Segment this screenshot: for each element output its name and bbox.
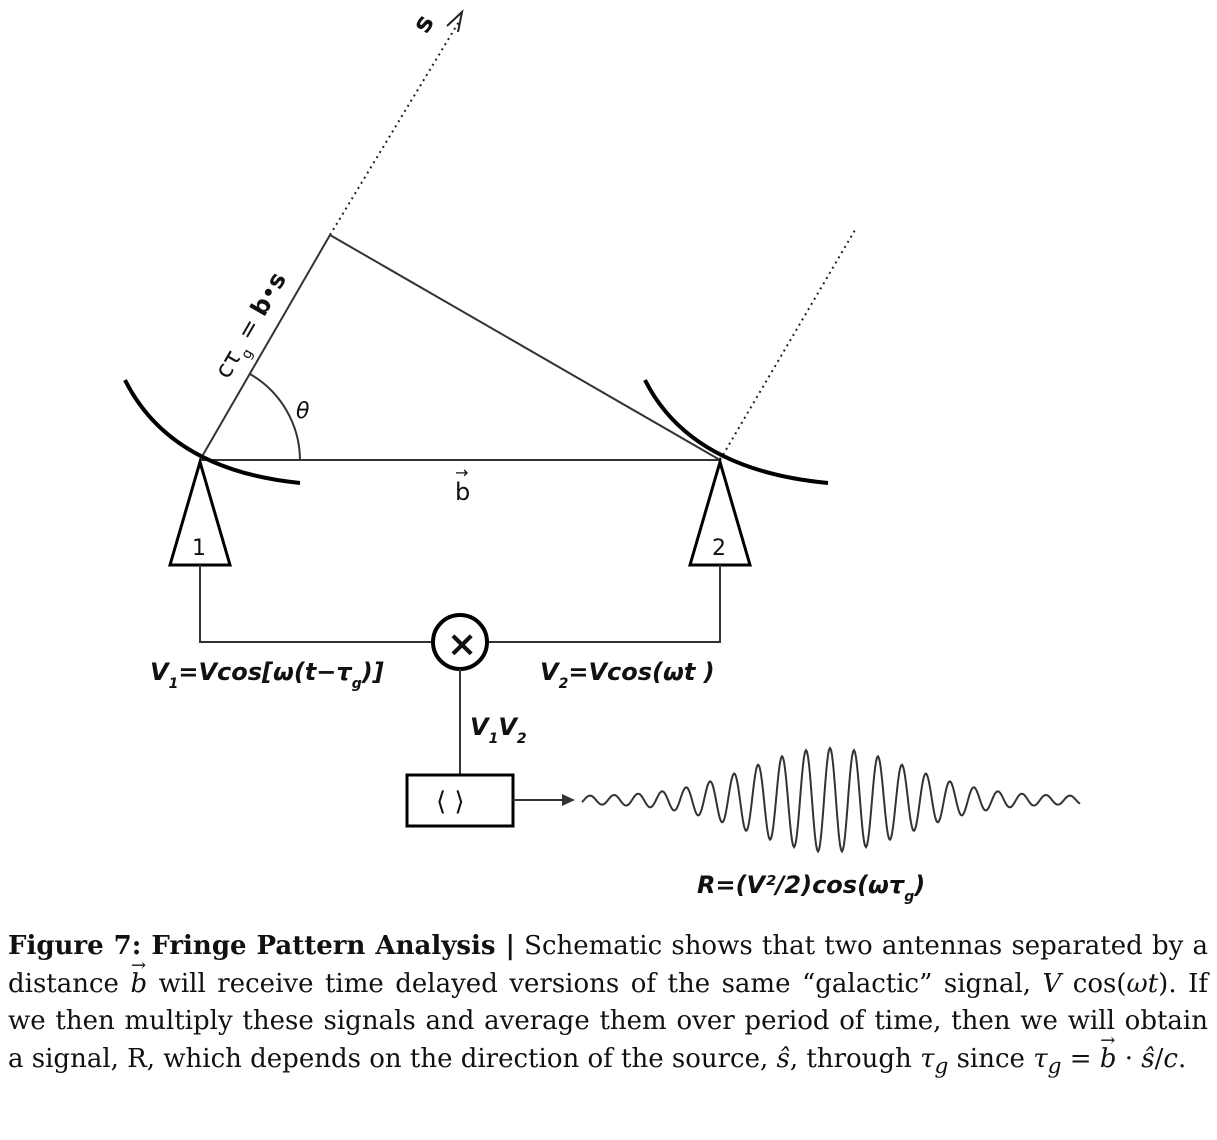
v2-label: V2=Vcos(ωt ) xyxy=(540,658,715,692)
baseline-label: b xyxy=(455,478,470,506)
angle-arc xyxy=(249,373,301,461)
caption-math: = xyxy=(1061,1044,1100,1075)
caption-math: · xyxy=(1116,1044,1142,1075)
fringe-waveform xyxy=(581,745,1081,854)
caption-text: will receive time delayed versions of th… xyxy=(147,968,1043,999)
caption-vector-b: b xyxy=(130,953,147,1004)
antenna1-number: 1 xyxy=(192,536,206,561)
antenna2-number: 2 xyxy=(712,536,726,561)
svg-text:cτg = b•s: cτg = b•s xyxy=(209,267,297,386)
angle-label: θ xyxy=(296,399,310,424)
caption-math: / xyxy=(1154,1044,1164,1075)
interferometer-diagram: s cτg = b•s θ → b 1 2 × V1=Vcos[ω(t−τg)]… xyxy=(123,9,1081,905)
caption-math: ŝ xyxy=(776,1044,790,1075)
antenna2-dish xyxy=(643,379,829,485)
caption-text: Schematic shows that two antennas separa… xyxy=(8,931,1208,999)
caption-text: If we then multiply these signals and av… xyxy=(8,968,1208,1075)
product-label: V1V2 xyxy=(470,713,527,747)
caption-title: Figure 7: Fringe Pattern Analysis | xyxy=(8,931,515,961)
delay-path-line xyxy=(199,234,331,461)
caption-math: g xyxy=(1047,1054,1062,1080)
caption-math: V xyxy=(1042,968,1062,999)
source-direction-dotted xyxy=(329,19,461,236)
caption-math: τ xyxy=(1033,1044,1048,1075)
wavefront-line xyxy=(329,234,721,461)
antenna2-direction-dotted xyxy=(719,229,856,461)
caption-math: ωt xyxy=(1126,968,1159,999)
source-label: s xyxy=(407,9,441,38)
caption-math: ). xyxy=(1158,968,1177,999)
caption-math: c xyxy=(1163,1044,1178,1075)
figure-caption: Figure 7: Fringe Pattern Analysis | Sche… xyxy=(8,928,1208,1083)
v1-label: V1=Vcos[ω(t−τg)] xyxy=(150,658,384,692)
caption-math: cos( xyxy=(1061,968,1127,999)
response-label: R=(V²/2)cos(ωτg) xyxy=(697,871,925,905)
source-arrowhead xyxy=(446,9,464,33)
baseline-arrow: → xyxy=(455,463,468,482)
caption-math: τ xyxy=(920,1044,935,1075)
caption-text: since xyxy=(948,1044,1034,1075)
caption-math: g xyxy=(934,1054,949,1080)
caption-vector-b: b xyxy=(1100,1028,1117,1079)
averager-box xyxy=(405,773,515,828)
output-arrowhead xyxy=(562,794,575,806)
averager-label: ⟨ ⟩ xyxy=(436,787,465,817)
antenna1-dish xyxy=(123,379,301,485)
multiplier-icon: × xyxy=(447,624,477,665)
caption-math: . xyxy=(1177,1044,1187,1075)
caption-math: ŝ xyxy=(1141,1044,1155,1075)
delay-label: cτg = b•s xyxy=(209,267,297,386)
caption-text: , through xyxy=(789,1044,921,1075)
cable-antenna2 xyxy=(488,565,721,643)
cable-antenna1 xyxy=(199,565,432,643)
